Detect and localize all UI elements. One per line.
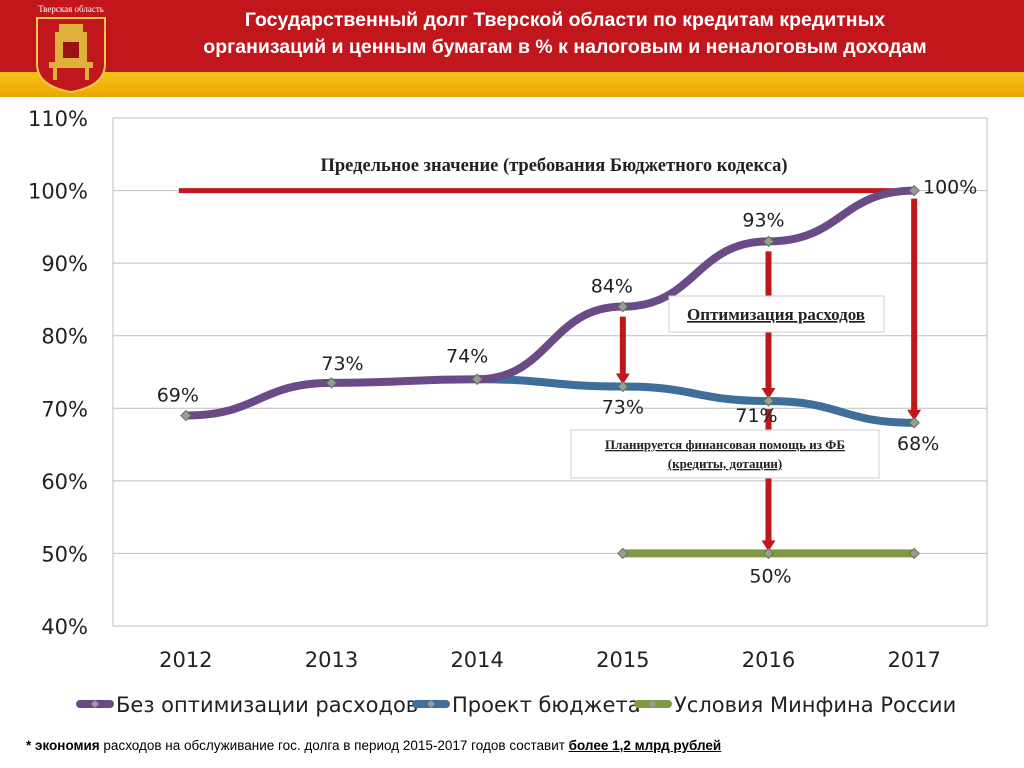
footnote-text: расходов на обслуживание гос. долга в пе… [99, 738, 569, 753]
footnote: * экономия расходов на обслуживание гос.… [26, 738, 721, 753]
optimization-note: Оптимизация расходов [687, 305, 865, 324]
x-tick-label: 2016 [742, 648, 795, 672]
legend-label: Условия Минфина России [674, 693, 956, 717]
data-label: 71% [735, 405, 777, 427]
header-yellow-band [0, 72, 1024, 97]
reduction-arrows [615, 198, 922, 552]
page-title-line-2: организаций и ценным бумагам в % к налог… [203, 36, 927, 58]
chart-legend: Без оптимизации расходов Проект бюджета Ус… [76, 693, 956, 717]
reduction-arrow-head [761, 388, 776, 400]
data-point-marker [180, 409, 192, 422]
footnote-star: * экономия [26, 738, 100, 753]
data-point-marker [908, 547, 920, 560]
data-label: 84% [591, 276, 633, 298]
series-lines [181, 186, 919, 558]
reduction-arrow-head [907, 409, 922, 421]
legend-marker [91, 700, 99, 708]
header-banner: Тверская область Государственный долг Тв… [0, 0, 1024, 97]
debt-line-chart: 40%50%60%70%80%90%100%110% 2012 2013 2014 2… [28, 107, 988, 717]
data-point-marker [762, 235, 775, 248]
legend-label: Проект бюджета [452, 693, 641, 717]
legend-marker [427, 700, 435, 708]
x-tick-label: 2012 [159, 648, 212, 672]
series-line [473, 375, 919, 427]
federal-help-note-box [570, 429, 880, 479]
legend-label: Без оптимизации расходов [116, 693, 418, 717]
legend-marker [649, 700, 657, 708]
data-label: 69% [157, 385, 199, 407]
region-caption: Тверская область [38, 4, 104, 14]
data-point-marker [325, 377, 338, 389]
page-title-line-1: Государственный долг Тверской области по… [244, 9, 886, 31]
series-line [181, 186, 919, 420]
y-tick-label: 110% [28, 107, 88, 131]
data-label: 73% [321, 353, 363, 375]
data-label: 68% [897, 433, 939, 455]
grid-lines [113, 190, 987, 554]
federal-help-note-line-1: Планируется финансовая помощь из ФБ [605, 437, 845, 452]
data-point-marker [617, 380, 629, 393]
y-axis-ticks: 40% 50% 60% 70% 80% 90% 100% 110% [28, 107, 88, 639]
data-label: 100% [923, 177, 977, 199]
data-point-marker [908, 184, 920, 197]
data-label: 93% [742, 209, 784, 231]
x-tick-label: 2014 [450, 648, 503, 672]
y-tick-label: 90% [41, 252, 88, 276]
y-tick-label: 70% [41, 397, 88, 421]
reduction-arrow-head [761, 540, 776, 552]
data-point-marker [762, 547, 775, 560]
data-point-marker [617, 300, 629, 313]
header-red-band [0, 0, 1024, 72]
x-axis-ticks: 2012 2013 2014 2015 2016 2017 [159, 648, 941, 672]
plot-frame [112, 117, 988, 627]
x-tick-label: 2015 [596, 648, 649, 672]
y-tick-label: 60% [41, 470, 88, 494]
data-label: 50% [749, 565, 791, 587]
limit-line-label: Предельное значение (требования Бюджетно… [320, 156, 787, 176]
optimization-note-box [668, 295, 885, 333]
x-tick-label: 2017 [887, 648, 940, 672]
data-point-marker [762, 395, 775, 407]
footnote-emphasis: более 1,2 млрд рублей [568, 738, 722, 753]
y-tick-label: 50% [41, 542, 88, 566]
data-label: 74% [446, 345, 488, 367]
coat-of-arms-icon [33, 6, 109, 94]
y-tick-label: 80% [41, 325, 88, 349]
reduction-arrow-head [615, 373, 630, 385]
page-title: Государственный долг Тверской области по… [120, 7, 1010, 61]
x-tick-label: 2013 [305, 648, 358, 672]
data-point-marker [617, 547, 629, 560]
federal-help-note-line-2: (кредиты, дотации) [668, 456, 783, 471]
data-point-marker [908, 417, 920, 429]
data-point-marker [471, 373, 483, 385]
y-tick-label: 100% [28, 180, 88, 204]
series-markers [180, 184, 920, 560]
y-tick-label: 40% [41, 615, 88, 639]
data-label: 73% [602, 397, 644, 419]
data-labels: 69% 73% 74% 84% 93% 100% 73% 71% 68% 50% [157, 177, 978, 588]
